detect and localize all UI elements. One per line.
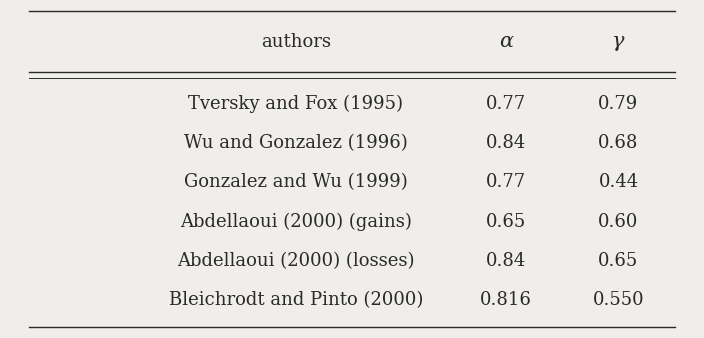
Text: 0.77: 0.77 [486,173,527,191]
Text: 0.550: 0.550 [593,291,644,309]
Text: 0.816: 0.816 [480,291,532,309]
Text: Abdellaoui (2000) (gains): Abdellaoui (2000) (gains) [180,213,412,231]
Text: 0.65: 0.65 [598,252,639,270]
Text: Abdellaoui (2000) (losses): Abdellaoui (2000) (losses) [177,252,415,270]
Text: 0.79: 0.79 [598,95,639,113]
Text: α: α [499,32,513,51]
Text: 0.68: 0.68 [598,134,639,152]
Text: Tversky and Fox (1995): Tversky and Fox (1995) [189,95,403,113]
Text: 0.84: 0.84 [486,134,527,152]
Text: 0.65: 0.65 [486,213,527,231]
Text: Gonzalez and Wu (1999): Gonzalez and Wu (1999) [184,173,408,191]
Text: 0.44: 0.44 [598,173,639,191]
Text: 0.60: 0.60 [598,213,639,231]
Text: 0.77: 0.77 [486,95,527,113]
Text: γ: γ [612,32,624,51]
Text: 0.84: 0.84 [486,252,527,270]
Text: Bleichrodt and Pinto (2000): Bleichrodt and Pinto (2000) [169,291,423,309]
Text: Wu and Gonzalez (1996): Wu and Gonzalez (1996) [184,134,408,152]
Text: authors: authors [261,32,331,51]
